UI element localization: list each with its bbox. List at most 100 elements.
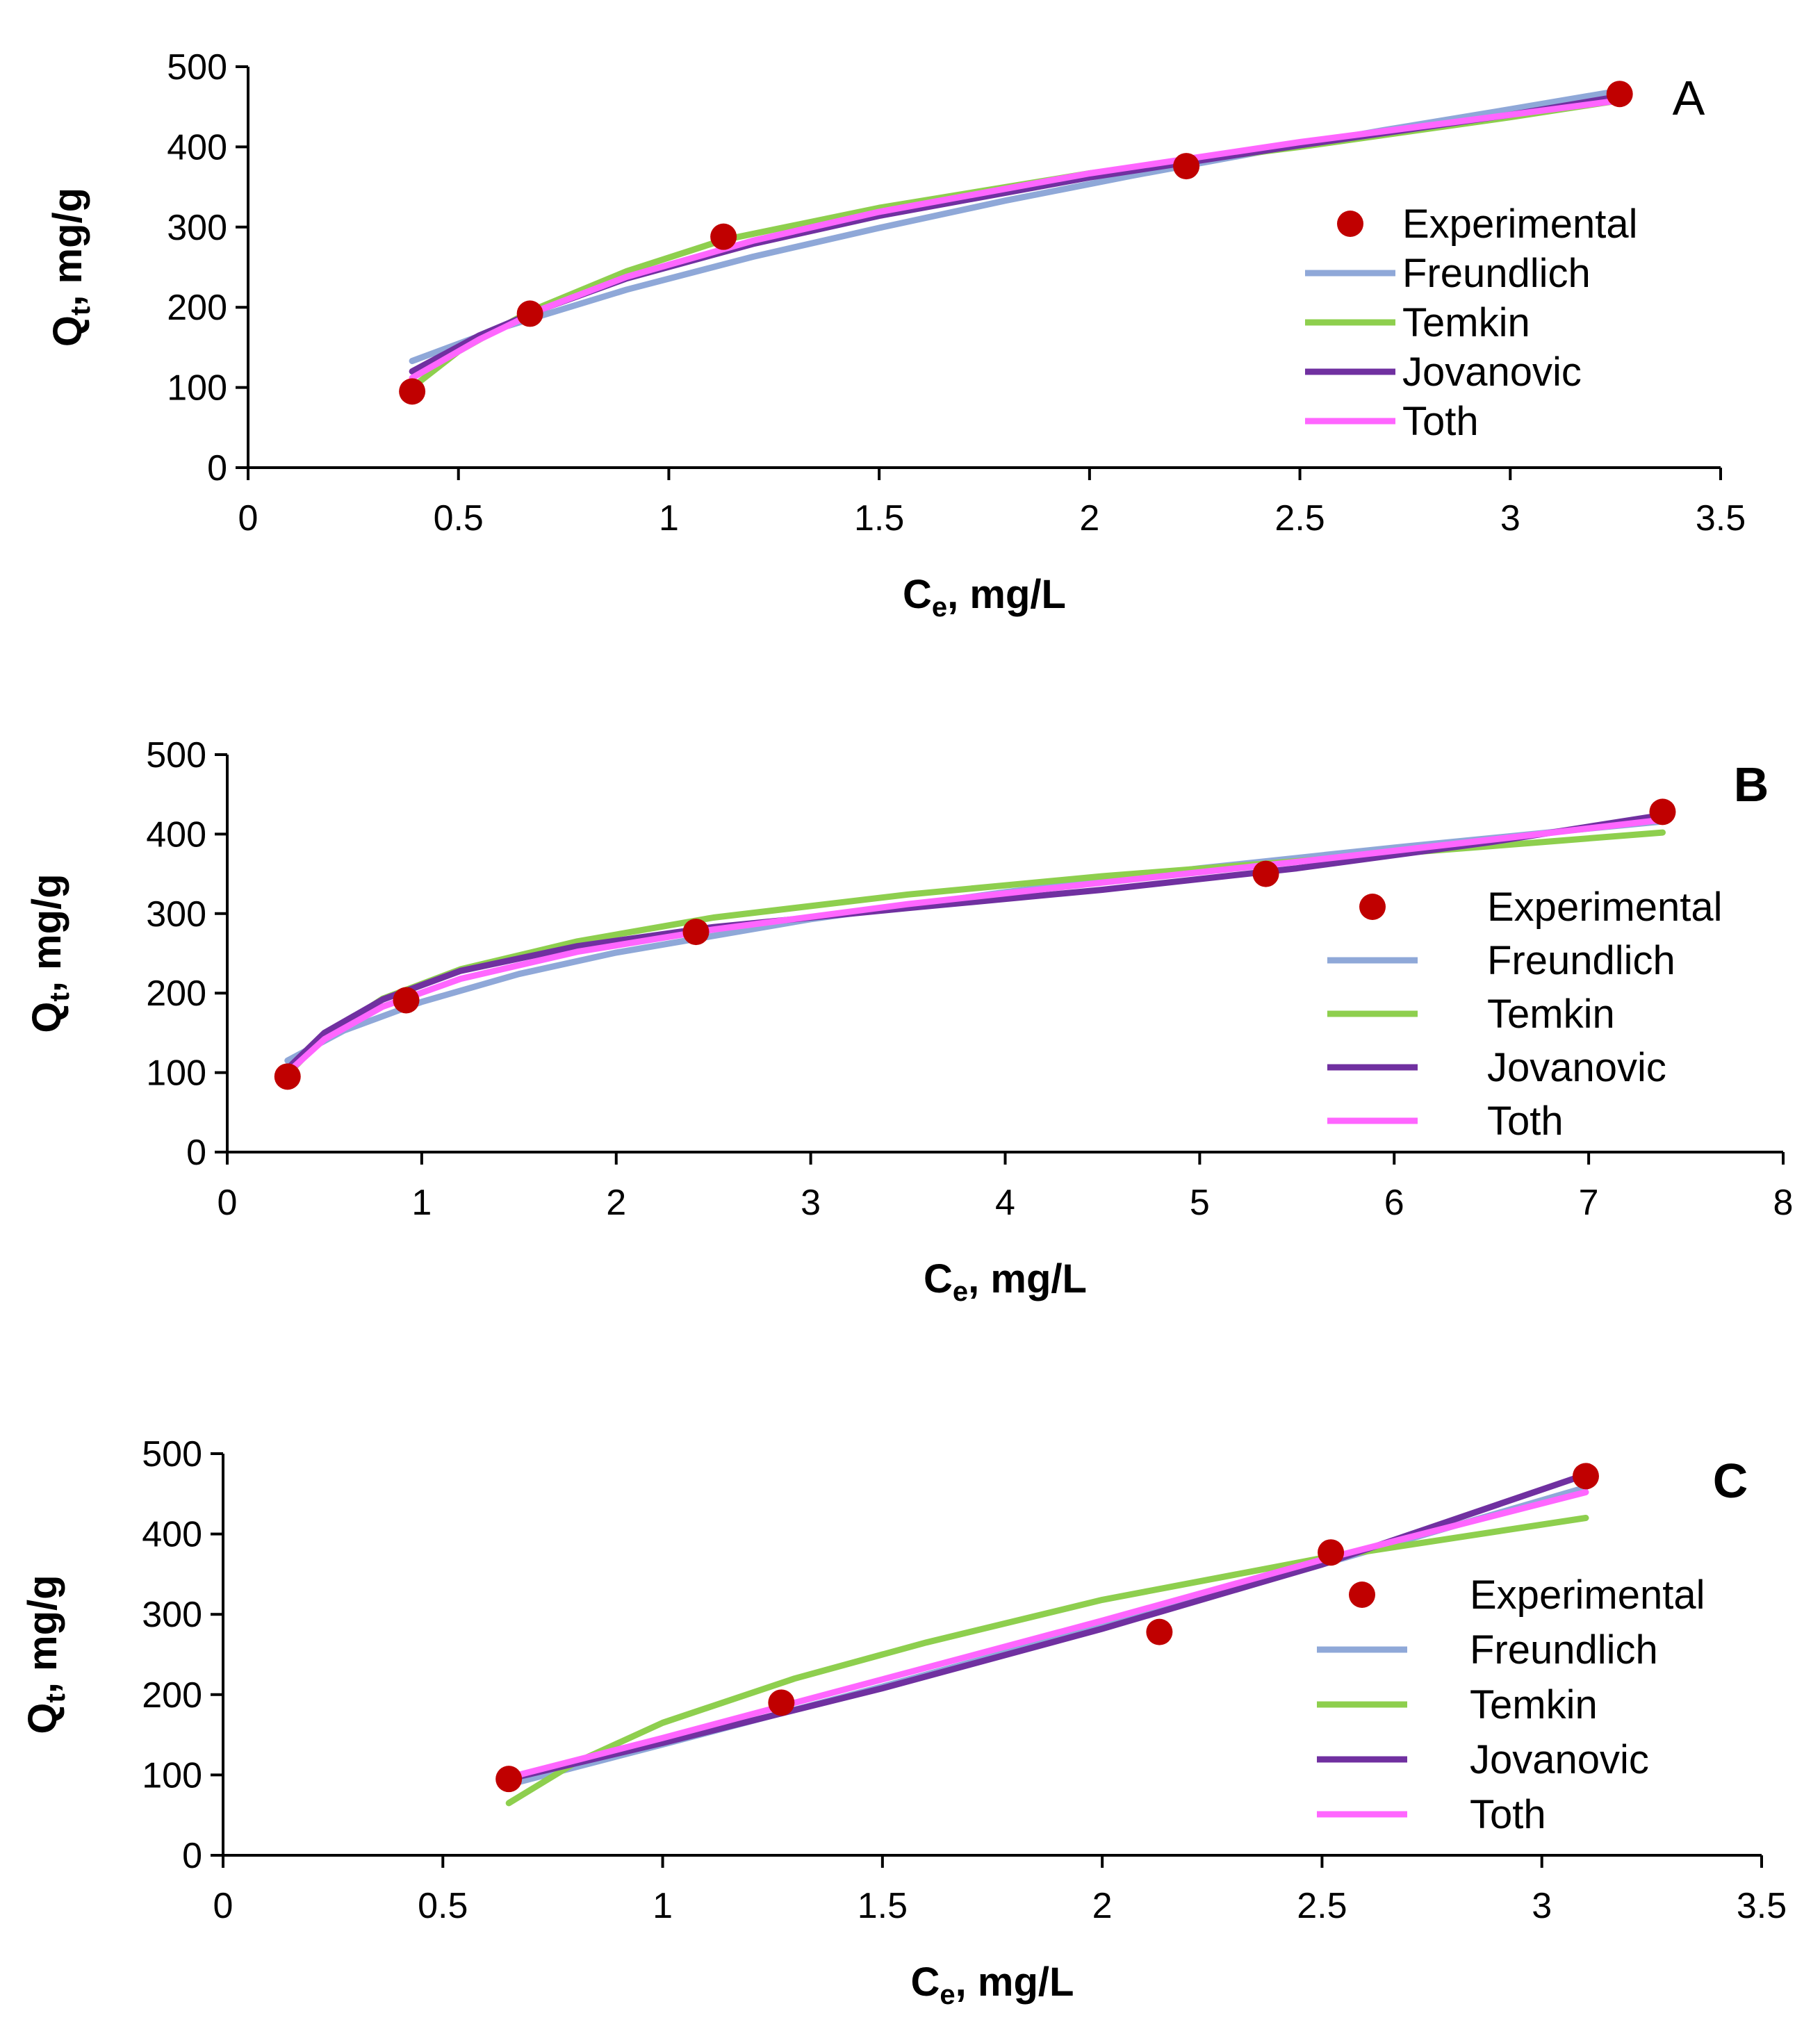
y-tick-label: 200 [146,974,206,1014]
legend-label: Freundlich [1487,938,1675,983]
y-tick-label: 200 [167,288,227,328]
legend-label: Jovanovic [1470,1737,1649,1782]
experimental-point [1606,81,1633,108]
legend-item-experimental: Experimental [1337,202,1637,247]
legend-marker [1349,1582,1375,1608]
y-tick-label: 0 [207,448,227,488]
experimental-point [393,987,420,1014]
legend-item-jovanovic: Jovanovic [1327,1045,1666,1090]
chart-panel-B: 0 100 200 300 400 500 0 1 2 3 4 5 6 7 8 Ce, mg/L Qt, mg/… [24,735,1793,1307]
legend-label: Toth [1402,399,1479,444]
x-tick-label: 8 [1773,1183,1794,1223]
series-line-toth [409,97,1623,381]
y-tick-label: 400 [142,1515,202,1555]
series-line-temkin [505,1515,1589,1807]
experimental-point [1252,860,1279,887]
legend-label: Freundlich [1470,1627,1658,1673]
x-axis-title: Ce, mg/L [911,1960,1074,2010]
y-tick-label: 400 [146,814,206,855]
experimental-point [495,1766,523,1793]
legend-label: Experimental [1402,202,1637,247]
experimental-point [1572,1463,1599,1490]
x-tick-label: 0 [238,498,259,539]
experimental-point [1649,798,1676,825]
series-line-toth [284,816,1666,1076]
y-tick-label: 500 [167,47,227,88]
panel-label: A [1673,71,1705,125]
legend-marker [1359,894,1386,920]
legend-item-jovanovic: Jovanovic [1305,350,1582,395]
x-tick-label: 5 [1190,1183,1210,1223]
x-tick-label: 1 [659,498,679,539]
x-tick-label: 2 [606,1183,626,1223]
x-axis-title: Ce, mg/L [903,572,1066,623]
panel-label: B [1734,757,1769,812]
x-tick-label: 2 [1079,498,1099,539]
x-tick-label: 7 [1579,1183,1599,1223]
x-tick-label: 3 [1532,1886,1552,1926]
x-tick-label: 1 [411,1183,432,1223]
chart-panel-C: 0 100 200 300 400 500 0 0.5 1 1.5 2 2.5 3 3.5 Ce, mg/L… [20,1434,1787,2010]
y-tick-label: 200 [142,1675,202,1716]
y-axis-title: Qt, mg/g [20,1575,71,1734]
y-axis-title: Qt, mg/g [24,873,75,1033]
experimental-point [399,378,426,405]
experimental-point [516,300,543,327]
x-tick-label: 2.5 [1274,498,1325,539]
legend-label: Temkin [1470,1682,1598,1727]
chart-panel-A: 0 100 200 300 400 500 0 0.5 1 1.5 2 2.5 3 3.5 Ce, mg/L… [45,47,1746,623]
legend-label: Experimental [1487,885,1722,930]
x-tick-label: 0.5 [418,1886,468,1926]
y-tick-label: 100 [167,368,227,409]
x-axis-title: Ce, mg/L [924,1256,1087,1307]
x-tick-label: 3.5 [1737,1886,1787,1926]
y-tick-label: 500 [146,735,206,775]
x-tick-label: 2.5 [1297,1886,1347,1926]
experimental-point [682,919,710,946]
legend-item-freundlich: Freundlich [1327,938,1675,983]
y-tick-label: 500 [142,1434,202,1474]
x-tick-label: 3 [801,1183,821,1223]
legend-label: Freundlich [1402,251,1591,296]
experimental-point [1146,1618,1173,1645]
legend-item-freundlich: Freundlich [1305,251,1591,296]
y-axis-title: Qt, mg/g [45,188,96,347]
legend-item-temkin: Temkin [1317,1682,1598,1727]
series-line-temkin [284,829,1666,1078]
x-tick-label: 4 [995,1183,1015,1223]
legend-item-toth: Toth [1317,1792,1546,1837]
x-tick-label: 0 [213,1886,233,1926]
y-tick-label: 0 [186,1133,206,1173]
x-tick-label: 2 [1092,1886,1113,1926]
legend-label: Temkin [1487,992,1615,1037]
series-line-jovanovic [284,812,1666,1072]
legend-item-freundlich: Freundlich [1317,1627,1658,1673]
y-tick-label: 100 [146,1053,206,1094]
x-tick-label: 6 [1384,1183,1404,1223]
legend-item-temkin: Temkin [1327,992,1615,1037]
legend-label: Toth [1487,1099,1564,1144]
legend-label: Jovanovic [1487,1045,1666,1090]
x-tick-label: 1.5 [858,1886,908,1926]
experimental-point [1318,1539,1345,1566]
legend-item-toth: Toth [1327,1099,1564,1144]
y-tick-label: 300 [142,1595,202,1635]
x-tick-label: 3.5 [1696,498,1746,539]
legend-item-toth: Toth [1305,399,1479,444]
x-tick-label: 3 [1500,498,1520,539]
y-tick-label: 100 [142,1755,202,1796]
legend-item-jovanovic: Jovanovic [1317,1737,1649,1782]
legend-label: Jovanovic [1402,350,1582,395]
legend-label: Toth [1470,1792,1546,1837]
legend-marker [1337,211,1363,237]
experimental-point [1173,153,1200,180]
experimental-point [768,1689,795,1716]
x-tick-label: 0.5 [434,498,484,539]
experimental-point [710,223,737,250]
x-tick-label: 1 [653,1886,673,1926]
legend-item-temkin: Temkin [1305,300,1530,345]
legend-label: Temkin [1402,300,1530,345]
panel-label: C [1713,1454,1748,1508]
y-tick-label: 300 [167,208,227,248]
